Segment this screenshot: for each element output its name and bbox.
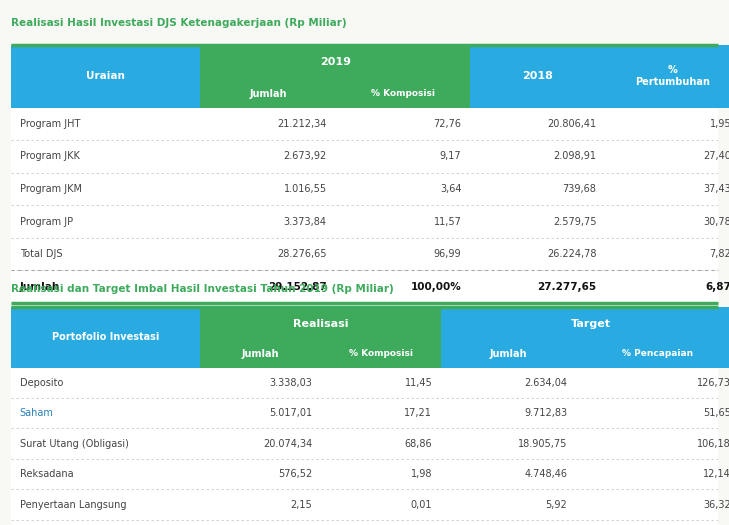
Text: %
Pertumbuhan: % Pertumbuhan — [635, 65, 710, 87]
Bar — [605, 45, 729, 108]
Text: Realisasi Hasil Investasi DJS Ketenagakerjaan (Rp Miliar): Realisasi Hasil Investasi DJS Ketenagake… — [11, 18, 346, 28]
Text: Program JHT: Program JHT — [20, 119, 80, 129]
Text: 5,92: 5,92 — [545, 499, 567, 510]
Bar — [200, 307, 441, 340]
Text: 1.016,55: 1.016,55 — [284, 184, 327, 194]
Text: Program JKK: Program JKK — [20, 151, 79, 162]
Text: 100,00%: 100,00% — [410, 281, 461, 292]
Bar — [200, 340, 321, 367]
Text: 106,18: 106,18 — [698, 438, 729, 449]
Bar — [11, 307, 200, 368]
Bar — [470, 45, 605, 108]
Text: Jumlah: Jumlah — [490, 349, 527, 359]
Text: Target: Target — [571, 319, 610, 329]
Bar — [321, 340, 441, 367]
Text: 11,45: 11,45 — [405, 377, 432, 388]
Text: 18.905,75: 18.905,75 — [518, 438, 567, 449]
Text: 30,78: 30,78 — [703, 216, 729, 227]
Text: Portofolio Investasi: Portofolio Investasi — [52, 332, 160, 342]
Text: % Pencapaian: % Pencapaian — [623, 349, 693, 359]
Bar — [441, 307, 729, 340]
Text: 51,65: 51,65 — [703, 408, 729, 418]
Text: 26.224,78: 26.224,78 — [547, 249, 596, 259]
Text: 20.806,41: 20.806,41 — [547, 119, 596, 129]
Bar — [11, 428, 718, 459]
Text: Jumlah: Jumlah — [20, 281, 60, 292]
Bar — [335, 80, 470, 108]
Text: Penyertaan Langsung: Penyertaan Langsung — [20, 499, 126, 510]
Text: Surat Utang (Obligasi): Surat Utang (Obligasi) — [20, 438, 128, 449]
Bar — [200, 80, 335, 108]
Text: 2.634,04: 2.634,04 — [524, 377, 567, 388]
Text: 0,01: 0,01 — [411, 499, 432, 510]
Text: 17,21: 17,21 — [405, 408, 432, 418]
Text: 37,43: 37,43 — [703, 184, 729, 194]
Text: Reksadana: Reksadana — [20, 469, 74, 479]
Text: 96,99: 96,99 — [434, 249, 461, 259]
Text: 2.098,91: 2.098,91 — [553, 151, 596, 162]
Text: 9,17: 9,17 — [440, 151, 461, 162]
Bar — [441, 340, 576, 367]
Text: 6,87: 6,87 — [706, 281, 729, 292]
Text: 2019: 2019 — [320, 57, 351, 68]
Text: 2.579,75: 2.579,75 — [553, 216, 596, 227]
Text: 3.373,84: 3.373,84 — [284, 216, 327, 227]
Text: % Komposisi: % Komposisi — [371, 89, 434, 99]
Text: 2018: 2018 — [522, 71, 553, 81]
Text: 11,57: 11,57 — [434, 216, 461, 227]
Bar — [11, 459, 718, 489]
Text: Uraian: Uraian — [86, 71, 125, 81]
Text: 3,64: 3,64 — [440, 184, 461, 194]
Text: 1,95: 1,95 — [709, 119, 729, 129]
Text: 5.017,01: 5.017,01 — [269, 408, 312, 418]
Text: 1,98: 1,98 — [411, 469, 432, 479]
Bar — [11, 270, 718, 303]
Text: Total DJS: Total DJS — [20, 249, 62, 259]
Text: 9.712,83: 9.712,83 — [524, 408, 567, 418]
Bar — [11, 307, 718, 525]
Bar — [11, 520, 718, 525]
Bar — [11, 489, 718, 520]
Bar — [11, 238, 718, 270]
Text: 72,76: 72,76 — [434, 119, 461, 129]
Text: 739,68: 739,68 — [563, 184, 596, 194]
Text: Saham: Saham — [20, 408, 53, 418]
Text: Program JP: Program JP — [20, 216, 73, 227]
Text: 29.152,87: 29.152,87 — [268, 281, 327, 292]
Text: 68,86: 68,86 — [405, 438, 432, 449]
Text: 4.748,46: 4.748,46 — [524, 469, 567, 479]
Text: 576,52: 576,52 — [278, 469, 312, 479]
Text: 28.276,65: 28.276,65 — [277, 249, 327, 259]
Bar — [11, 368, 718, 398]
Text: Program JKM: Program JKM — [20, 184, 82, 194]
Text: Jumlah: Jumlah — [242, 349, 279, 359]
Text: 20.074,34: 20.074,34 — [262, 438, 312, 449]
Text: 2.673,92: 2.673,92 — [284, 151, 327, 162]
Text: 36,32: 36,32 — [703, 499, 729, 510]
Bar — [11, 45, 200, 108]
Text: 126,73: 126,73 — [697, 377, 729, 388]
Text: 7,82: 7,82 — [709, 249, 729, 259]
Text: 3.338,03: 3.338,03 — [269, 377, 312, 388]
Text: 21.212,34: 21.212,34 — [277, 119, 327, 129]
Text: 27.277,65: 27.277,65 — [537, 281, 596, 292]
Bar — [11, 45, 718, 303]
Text: 2,15: 2,15 — [290, 499, 312, 510]
Bar — [200, 45, 470, 80]
Bar — [11, 173, 718, 205]
Text: Jumlah: Jumlah — [249, 89, 286, 99]
Bar — [11, 205, 718, 238]
Text: Realisasi: Realisasi — [293, 319, 348, 329]
Text: 27,40: 27,40 — [703, 151, 729, 162]
Text: % Komposisi: % Komposisi — [349, 349, 413, 359]
Text: 12,14: 12,14 — [703, 469, 729, 479]
Bar — [11, 398, 718, 428]
Text: Realisasi dan Target Imbal Hasil Investasi Tahun 2019 (Rp Miliar): Realisasi dan Target Imbal Hasil Investa… — [11, 284, 394, 293]
Text: Deposito: Deposito — [20, 377, 63, 388]
Bar — [11, 140, 718, 173]
Bar — [11, 108, 718, 140]
Bar — [576, 340, 729, 367]
